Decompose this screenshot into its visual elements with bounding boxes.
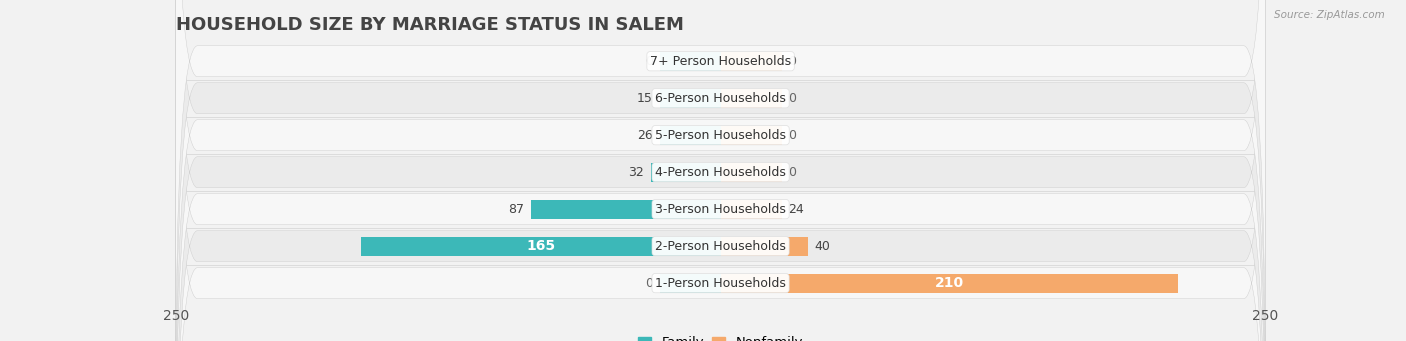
Bar [659,273,721,293]
Text: 0: 0 [789,55,796,68]
Text: 4-Person Households: 4-Person Households [655,166,786,179]
FancyBboxPatch shape [176,0,1265,341]
Bar [721,89,782,108]
Bar [651,163,721,182]
FancyBboxPatch shape [176,0,1265,341]
FancyBboxPatch shape [176,0,1265,341]
Text: 87: 87 [509,203,524,216]
Text: 7+ Person Households: 7+ Person Households [650,55,792,68]
Bar [721,163,782,182]
Text: 6-Person Households: 6-Person Households [655,92,786,105]
Bar [721,51,782,71]
Text: 0: 0 [789,166,796,179]
Bar [659,89,721,108]
Text: 24: 24 [789,203,804,216]
Text: 0: 0 [645,55,652,68]
Bar [721,199,782,219]
FancyBboxPatch shape [176,0,1265,341]
Text: 210: 210 [935,276,965,290]
Text: 0: 0 [645,277,652,290]
Bar [721,125,782,145]
Text: 2-Person Households: 2-Person Households [655,240,786,253]
Bar [721,237,808,256]
Text: HOUSEHOLD SIZE BY MARRIAGE STATUS IN SALEM: HOUSEHOLD SIZE BY MARRIAGE STATUS IN SAL… [176,16,683,34]
FancyBboxPatch shape [176,0,1265,341]
Legend: Family, Nonfamily: Family, Nonfamily [633,331,808,341]
FancyBboxPatch shape [176,0,1265,341]
Text: 15: 15 [637,92,652,105]
Bar [721,273,1178,293]
Text: 0: 0 [789,92,796,105]
Text: 165: 165 [526,239,555,253]
Text: Source: ZipAtlas.com: Source: ZipAtlas.com [1274,10,1385,20]
Bar [659,51,721,71]
Text: 0: 0 [789,129,796,142]
Bar [361,237,721,256]
Bar [659,125,721,145]
Bar [531,199,721,219]
Text: 1-Person Households: 1-Person Households [655,277,786,290]
Text: 3-Person Households: 3-Person Households [655,203,786,216]
Text: 40: 40 [814,240,830,253]
Text: 5-Person Households: 5-Person Households [655,129,786,142]
Text: 26: 26 [637,129,652,142]
Text: 32: 32 [628,166,644,179]
FancyBboxPatch shape [176,0,1265,341]
